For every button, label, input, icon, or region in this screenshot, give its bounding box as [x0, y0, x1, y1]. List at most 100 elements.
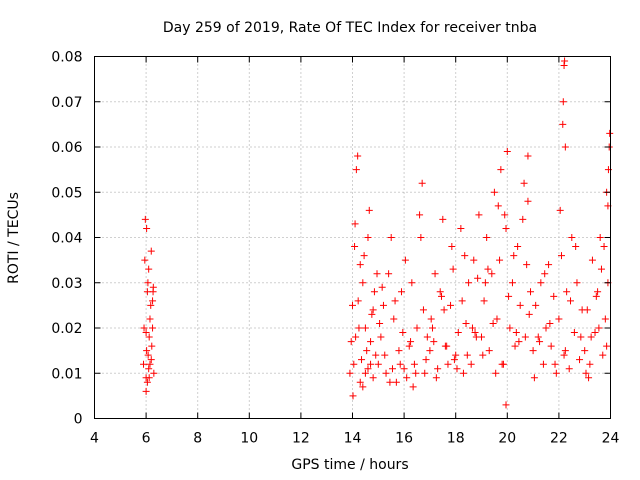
data-point — [573, 279, 581, 287]
data-point — [581, 347, 589, 355]
data-point — [148, 342, 156, 350]
x-tick-label: 24 — [602, 431, 620, 447]
data-point — [514, 243, 522, 251]
y-tick-label: 0.06 — [51, 140, 82, 156]
chart-title: Day 259 of 2019, Rate Of TEC Index for r… — [163, 20, 537, 36]
data-point — [563, 288, 571, 296]
data-point — [557, 252, 565, 260]
data-point — [572, 243, 580, 251]
data-point — [597, 265, 605, 273]
data-point — [542, 324, 550, 332]
data-point — [382, 369, 390, 377]
data-point — [417, 234, 425, 241]
data-point — [427, 315, 435, 323]
data-point — [352, 166, 360, 174]
data-point — [483, 234, 491, 241]
data-point — [529, 347, 537, 355]
data-point — [467, 360, 475, 368]
data-point — [552, 369, 560, 377]
data-point — [448, 243, 456, 251]
y-tick-label: 0.04 — [51, 231, 82, 247]
data-point — [539, 360, 547, 368]
data-point — [410, 360, 418, 368]
data-point — [408, 279, 416, 287]
data-point — [418, 179, 426, 187]
data-point — [439, 215, 447, 223]
data-point — [570, 329, 578, 337]
data-point — [576, 356, 584, 364]
data-point — [492, 369, 500, 377]
data-point — [147, 301, 155, 309]
data-point — [478, 333, 485, 341]
data-point — [377, 333, 385, 341]
data-point — [577, 333, 585, 341]
data-point — [452, 351, 460, 359]
data-point — [468, 324, 476, 332]
data-point — [453, 365, 461, 373]
data-point — [502, 224, 510, 232]
data-point — [359, 383, 367, 391]
data-point — [426, 347, 434, 355]
data-point — [587, 333, 595, 341]
data-point — [479, 351, 487, 359]
data-point — [565, 365, 573, 373]
data-point — [606, 129, 614, 137]
data-point — [595, 324, 603, 332]
data-point — [369, 306, 377, 314]
data-point — [355, 324, 363, 332]
data-point — [140, 360, 148, 368]
data-point — [603, 342, 611, 350]
data-point — [434, 365, 442, 373]
data-point — [351, 220, 359, 228]
data-point — [142, 387, 150, 395]
data-point — [367, 338, 375, 346]
data-point — [391, 297, 399, 305]
data-point — [346, 369, 354, 377]
data-point — [502, 401, 510, 409]
data-point — [508, 279, 516, 287]
y-tick-label: 0.01 — [51, 366, 82, 382]
y-tick-label: 0 — [74, 412, 83, 428]
data-point — [462, 319, 470, 327]
data-point — [352, 333, 360, 341]
x-axis-label: GPS time / hours — [291, 457, 408, 473]
data-point — [527, 288, 535, 296]
data-point — [145, 374, 153, 382]
y-tick-label: 0.07 — [51, 95, 82, 111]
data-point — [485, 347, 493, 355]
data-point — [364, 234, 372, 241]
data-point — [367, 360, 375, 368]
data-point — [409, 383, 417, 391]
data-point — [459, 369, 467, 377]
data-point — [583, 306, 591, 314]
data-point — [516, 301, 524, 309]
data-point — [396, 360, 404, 368]
data-point — [379, 301, 387, 309]
data-point — [401, 256, 409, 264]
data-point — [423, 333, 431, 341]
data-point — [146, 315, 154, 323]
data-point — [519, 215, 527, 223]
data-point — [561, 143, 569, 151]
x-tick-label: 14 — [344, 431, 362, 447]
data-point — [510, 252, 518, 260]
data-point — [551, 360, 559, 368]
data-point — [534, 333, 542, 341]
data-point — [149, 283, 157, 291]
data-point — [484, 265, 492, 273]
y-tick-label: 0.03 — [51, 276, 82, 292]
data-point — [546, 319, 554, 327]
data-point — [494, 202, 502, 210]
data-point — [601, 315, 609, 323]
data-point — [372, 351, 380, 359]
data-point — [388, 365, 396, 373]
data-point — [567, 297, 575, 305]
data-point — [596, 234, 604, 241]
data-point — [600, 243, 608, 251]
data-point — [359, 279, 367, 287]
data-point — [440, 306, 448, 314]
data-point — [594, 288, 602, 296]
data-point — [373, 270, 381, 278]
data-point — [493, 315, 501, 323]
data-point — [374, 360, 382, 368]
